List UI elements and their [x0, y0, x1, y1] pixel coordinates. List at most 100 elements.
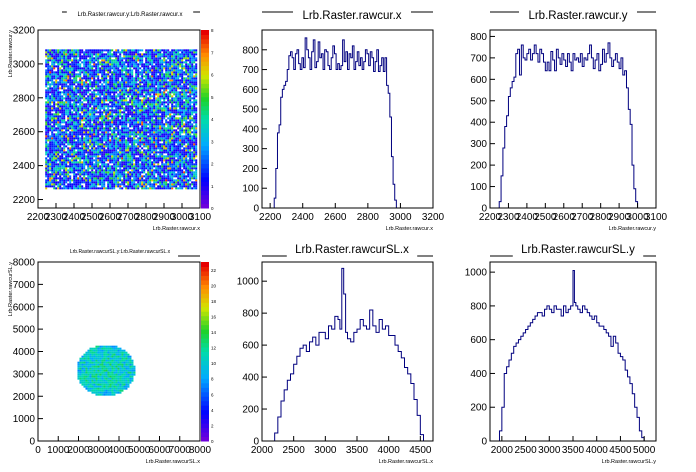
heatmap-cell [111, 49, 114, 52]
heatmap-cell [189, 161, 192, 164]
heatmap-cell [187, 139, 190, 142]
heatmap-cell [183, 55, 186, 58]
heatmap-cell [109, 79, 112, 82]
heatmap-cell [191, 93, 194, 96]
heatmap-cell [107, 155, 110, 158]
heatmap-cell [101, 69, 104, 72]
heatmap-cell [51, 185, 54, 188]
heatmap-cell [135, 115, 138, 118]
heatmap-cell [135, 67, 138, 70]
heatmap-cell [79, 119, 82, 122]
heatmap-cell [67, 185, 70, 188]
heatmap-cell [171, 155, 174, 158]
heatmap-cell [95, 111, 98, 114]
heatmap-cell [115, 153, 118, 156]
heatmap-cell [61, 81, 64, 84]
heatmap-cell [173, 55, 176, 58]
color-scale-bin [201, 132, 209, 138]
heatmap-cell [113, 135, 116, 138]
heatmap-cell [133, 151, 136, 154]
heatmap-cell [91, 173, 94, 176]
heatmap-cell [61, 83, 64, 86]
heatmap-cell [103, 85, 106, 88]
heatmap-cell [169, 61, 172, 64]
heatmap-cell [191, 79, 194, 82]
heatmap-cell [103, 115, 106, 118]
heatmap-cell [71, 167, 74, 170]
heatmap-cell [183, 81, 186, 84]
heatmap-cell [175, 81, 178, 84]
heatmap-cell [59, 53, 62, 56]
heatmap-cell [91, 179, 94, 182]
heatmap-cell [153, 165, 156, 168]
heatmap-cell [173, 149, 176, 152]
heatmap-cell [45, 71, 48, 74]
heatmap-cell [163, 137, 166, 140]
heatmap-cell [85, 147, 88, 150]
heatmap-cell [117, 111, 120, 114]
heatmap-cell [187, 91, 190, 94]
heatmap-cell [165, 155, 168, 158]
heatmap-cell [109, 109, 112, 112]
heatmap-cell [45, 65, 48, 68]
heatmap-cell [127, 89, 130, 92]
heatmap-cell [185, 81, 188, 84]
heatmap-cell [149, 59, 152, 62]
heatmap-cell [183, 113, 186, 116]
heatmap-cell [181, 105, 184, 108]
heatmap-cell [171, 65, 174, 68]
heatmap-cell [79, 101, 82, 104]
heatmap-cell [91, 171, 94, 174]
heatmap-cell [181, 161, 184, 164]
heatmap-cell [191, 153, 194, 156]
heatmap-cell [79, 141, 82, 144]
heatmap-cell [47, 63, 50, 66]
heatmap-cell [125, 145, 128, 148]
heatmap-cell [121, 63, 124, 66]
heatmap-cell [111, 109, 114, 112]
heatmap-cell [181, 109, 184, 112]
heatmap-cell [69, 153, 72, 156]
heatmap-cell [185, 155, 188, 158]
heatmap-cell [73, 177, 76, 180]
heatmap-cell [175, 103, 178, 106]
heatmap-cell [123, 123, 126, 126]
heatmap-cell [147, 87, 150, 90]
heatmap-cell [101, 159, 104, 162]
heatmap-cell [171, 139, 174, 142]
heatmap-cell [167, 125, 170, 128]
heatmap-cell [163, 183, 166, 186]
heatmap-cell [179, 93, 182, 96]
heatmap-cell [107, 177, 110, 180]
heatmap-cell [105, 61, 108, 64]
heatmap-cell [149, 83, 152, 86]
heatmap-cell [69, 79, 72, 82]
heatmap-cell [151, 147, 154, 150]
heatmap-cell [133, 49, 136, 52]
heatmap-cell [139, 143, 142, 146]
heatmap-cell [53, 81, 56, 84]
heatmap-cell [163, 51, 166, 54]
heatmap-cell [101, 61, 104, 64]
heatmap-cell [69, 51, 72, 54]
color-scale-bin [201, 150, 209, 156]
heatmap-cell [77, 109, 80, 112]
heatmap-cell [167, 153, 170, 156]
heatmap-cell [117, 171, 120, 174]
heatmap-cell [83, 55, 86, 58]
heatmap-cell [59, 115, 62, 118]
heatmap-cell [153, 181, 156, 184]
heatmap-cell [59, 107, 62, 110]
heatmap-cell [169, 69, 172, 72]
heatmap-cell [89, 121, 92, 124]
heatmap-cell [195, 89, 198, 92]
heatmap-cell [157, 75, 160, 78]
heatmap-cell [117, 159, 120, 162]
heatmap-cell [69, 113, 72, 116]
heatmap-cell [123, 141, 126, 144]
heatmap-cell [81, 187, 84, 190]
x-tick-label: 2900 [153, 212, 176, 223]
heatmap-cell [123, 77, 126, 80]
heatmap-cell [141, 55, 144, 58]
heatmap-cell [133, 135, 136, 138]
